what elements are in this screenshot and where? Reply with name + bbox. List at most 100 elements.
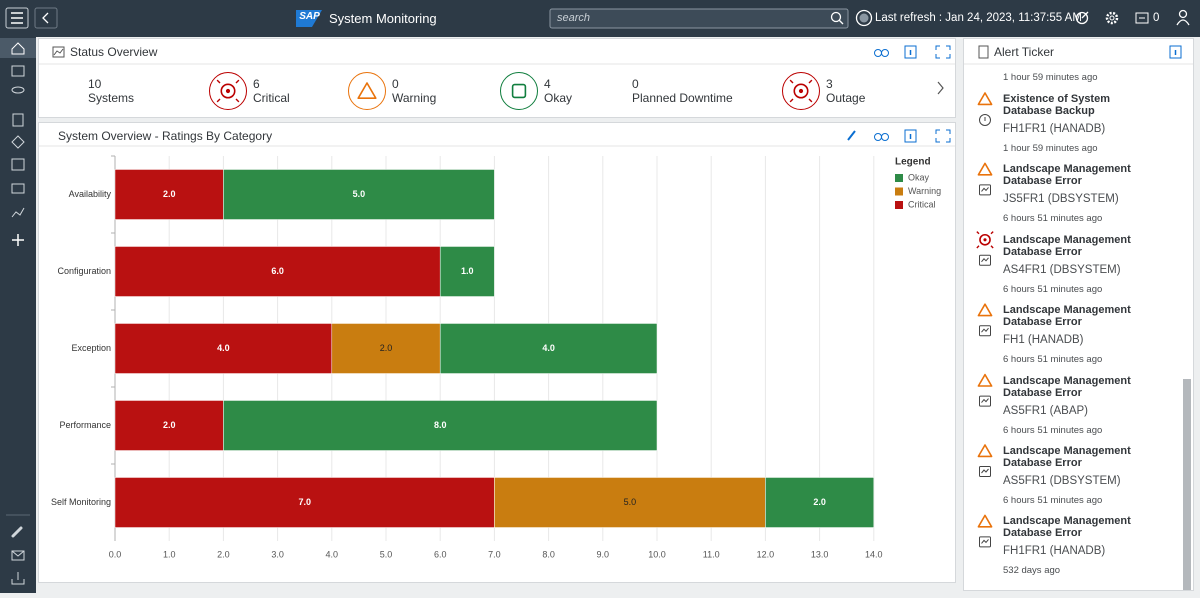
ticker-icons: [964, 45, 1193, 590]
info-icon[interactable]: [1169, 45, 1182, 59]
data-label: 8.0: [434, 420, 447, 430]
info-icon[interactable]: [904, 129, 917, 143]
data-label: 2.0: [163, 189, 176, 199]
warning-icon: [977, 514, 993, 528]
refresh-icon[interactable]: [855, 9, 873, 27]
bar-segment: [114, 246, 441, 297]
alert-system: AS5FR1 (DBSYSTEM): [1003, 475, 1121, 487]
legend-swatch: [895, 174, 903, 182]
warning-icon: [977, 92, 993, 106]
alert-title: Existence of System Database Backup: [1003, 93, 1110, 117]
chart-icon-line: [981, 539, 989, 544]
notifications-icon[interactable]: [1135, 12, 1149, 24]
data-label: 2.0: [380, 343, 393, 353]
critical-icon-ray: [789, 98, 794, 103]
y-tick-label: Availability: [69, 189, 112, 199]
critical-icon-ray: [789, 79, 794, 84]
nav-item[interactable]: [12, 113, 24, 127]
critical-icon-dot: [798, 88, 804, 94]
shell-icons: [5, 7, 1190, 29]
chart-icon: [979, 325, 991, 337]
x-tick-label: 3.0: [271, 549, 284, 559]
x-tick-label: 0.0: [109, 549, 122, 559]
bar-segment: [223, 400, 658, 451]
search-placeholder: search: [557, 12, 591, 24]
alert-time: 6 hours 51 minutes ago: [1003, 495, 1103, 506]
status-label: Systems: [88, 91, 135, 105]
nav-item[interactable]: [11, 158, 25, 171]
logo-text: SAP: [299, 11, 320, 22]
status-label: Warning: [392, 91, 437, 105]
binoculars-icon[interactable]: [874, 49, 882, 57]
expand-icon[interactable]: [935, 45, 951, 59]
y-tick-label: Self Monitoring: [51, 497, 111, 507]
x-tick-label: 14.0: [865, 549, 883, 559]
edit-icon[interactable]: [847, 130, 856, 141]
critical-icon-ray: [976, 245, 980, 249]
settings-icon[interactable]: [1105, 11, 1119, 25]
critical-icon-ray: [808, 79, 813, 84]
user-icon[interactable]: [1178, 9, 1188, 19]
status-ring: [500, 72, 538, 110]
status-ring: [782, 72, 820, 110]
critical-icon-ray: [990, 245, 994, 249]
alert-system: AS4FR1 (DBSYSTEM): [1003, 263, 1121, 276]
back-button[interactable]: [34, 7, 58, 29]
nav-item[interactable]: [11, 86, 25, 94]
nav-link[interactable]: [11, 526, 23, 538]
chart-icon-line: [981, 187, 989, 192]
nav-item[interactable]: [11, 135, 25, 149]
app-title: System Monitoring: [329, 11, 437, 26]
critical-icon: [793, 83, 809, 99]
alert-ticker-panel: Alert Ticker 1 hour 59 minutes ago Exist…: [963, 38, 1194, 591]
target-icon[interactable]: [1075, 11, 1089, 25]
sap-logo: [296, 10, 322, 27]
search-field[interactable]: [549, 8, 849, 29]
warning-icon: [977, 162, 993, 176]
alert-system: FH1FR1 (HANADB): [1003, 545, 1106, 558]
status-value: 4: [544, 77, 551, 91]
alert-system: FH1FR1 (HANADB): [1003, 123, 1106, 135]
bar-segment: [439, 323, 658, 374]
next-arrow[interactable]: [937, 81, 944, 95]
expand-icon[interactable]: [935, 129, 951, 143]
chart-panel-icons: [39, 129, 955, 147]
chart-icon: [979, 254, 991, 266]
chart-panel: System Overview - Ratings By Category 0.…: [38, 122, 956, 583]
bar-segment: [114, 169, 224, 220]
legend-title: Legend: [895, 157, 931, 168]
status-label: Critical: [253, 91, 290, 105]
menu-button[interactable]: [5, 7, 29, 29]
alert-time: 6 hours 51 minutes ago: [1003, 354, 1103, 366]
bar-segment: [494, 477, 766, 528]
binoculars-icon[interactable]: [874, 133, 882, 141]
critical-icon-ray: [216, 79, 221, 84]
nav-home[interactable]: [11, 42, 25, 55]
alert-title: Landscape Management Database Error: [1003, 163, 1131, 188]
chart-title: System Overview - Ratings By Category: [58, 129, 273, 143]
warning-icon: [977, 373, 993, 387]
scrollbar[interactable]: [1183, 379, 1191, 590]
nav-item[interactable]: [11, 183, 25, 194]
chart: 0.0 1.0 2.0 3.0 4.0 5.0 6.0 7.0 8.0 9.0 10.0 11.0 12…: [51, 155, 941, 559]
bar-segment: [114, 323, 333, 374]
data-label: 6.0: [271, 266, 284, 276]
nav-item[interactable]: [11, 207, 25, 218]
nav-item[interactable]: [11, 65, 25, 77]
status-label: Okay: [544, 91, 573, 105]
legend-swatch: [895, 201, 903, 209]
critical-icon-ray: [216, 98, 221, 103]
alert-time: 1 hour 59 minutes ago: [1003, 72, 1098, 83]
status-ring: [348, 72, 386, 110]
last-refresh: Last refresh : Jan 24, 2023, 11:37:55 AM: [875, 12, 1082, 24]
critical-icon-ray: [808, 98, 813, 103]
x-tick-label: 5.0: [380, 549, 393, 559]
info-icon[interactable]: [904, 45, 917, 59]
chart-icon: [979, 536, 991, 548]
x-tick-label: 7.0: [488, 549, 501, 559]
nav-mail[interactable]: [11, 550, 25, 561]
shell-bar: SAP System Monitoring search Last refres…: [0, 0, 1200, 37]
x-tick-label: 13.0: [811, 549, 829, 559]
legend-label: Critical: [908, 199, 936, 209]
